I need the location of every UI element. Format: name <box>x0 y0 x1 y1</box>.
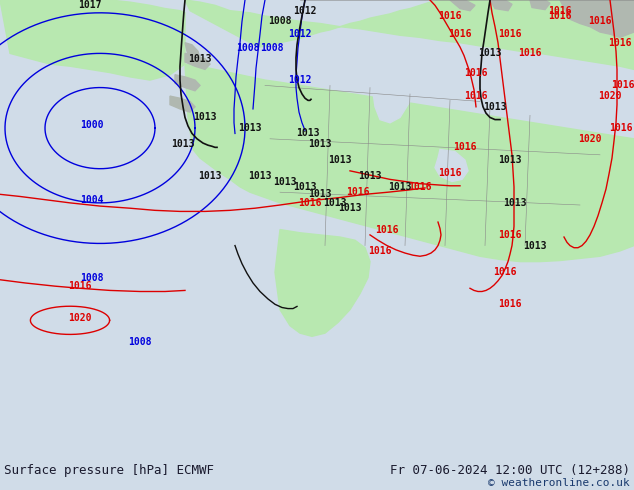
Text: 1013: 1013 <box>503 198 527 208</box>
Text: 1012: 1012 <box>288 75 312 85</box>
Polygon shape <box>372 43 420 123</box>
Text: 1016: 1016 <box>464 68 488 77</box>
Text: © weatheronline.co.uk: © weatheronline.co.uk <box>488 478 630 488</box>
Text: 1016: 1016 <box>375 224 399 235</box>
Text: 1016: 1016 <box>548 11 572 21</box>
Text: 1013: 1013 <box>323 198 347 208</box>
Text: 1013: 1013 <box>193 112 217 122</box>
Text: 1012: 1012 <box>288 29 312 39</box>
Text: 1013: 1013 <box>198 171 222 181</box>
Polygon shape <box>185 53 210 70</box>
Text: 1016: 1016 <box>493 267 517 277</box>
Text: 1013: 1013 <box>296 128 320 139</box>
Text: 1016: 1016 <box>548 6 572 16</box>
Text: 1013: 1013 <box>388 182 411 192</box>
Text: 1013: 1013 <box>339 203 362 213</box>
Text: 1020: 1020 <box>68 313 92 323</box>
Text: 1000: 1000 <box>81 120 104 130</box>
Text: 1017: 1017 <box>78 0 101 10</box>
Text: 1016: 1016 <box>346 187 370 197</box>
Text: 1012: 1012 <box>294 6 317 16</box>
Text: 1016: 1016 <box>611 80 634 91</box>
Text: 1016: 1016 <box>498 299 522 309</box>
Text: 1008: 1008 <box>260 43 284 53</box>
Polygon shape <box>170 96 195 112</box>
Text: 1013: 1013 <box>294 182 317 192</box>
Text: 1013: 1013 <box>273 176 297 187</box>
Text: 1008: 1008 <box>81 272 104 283</box>
Text: 1016: 1016 <box>609 123 633 133</box>
Text: Surface pressure [hPa] ECMWF: Surface pressure [hPa] ECMWF <box>4 464 214 477</box>
Text: 1013: 1013 <box>328 155 352 165</box>
Text: 1016: 1016 <box>518 49 541 58</box>
Polygon shape <box>435 149 468 181</box>
Text: 1016: 1016 <box>498 230 522 240</box>
Text: 1016: 1016 <box>448 29 472 39</box>
Text: 1016: 1016 <box>438 168 462 178</box>
Text: 1016: 1016 <box>368 246 392 256</box>
Text: 1016: 1016 <box>438 11 462 21</box>
Text: Fr 07-06-2024 12:00 UTC (12+288): Fr 07-06-2024 12:00 UTC (12+288) <box>390 464 630 477</box>
Text: 1013: 1013 <box>308 139 332 149</box>
Text: 1013: 1013 <box>171 139 195 149</box>
Text: 1013: 1013 <box>483 102 507 112</box>
Text: 1016: 1016 <box>408 182 432 192</box>
Text: 1016: 1016 <box>608 38 631 48</box>
Text: 1004: 1004 <box>81 195 104 205</box>
Text: 1013: 1013 <box>188 54 212 64</box>
Polygon shape <box>450 0 475 11</box>
Polygon shape <box>490 0 512 11</box>
Text: 1008: 1008 <box>268 16 292 26</box>
Text: 1008: 1008 <box>236 43 260 53</box>
Text: 1016: 1016 <box>588 16 612 26</box>
Text: 1020: 1020 <box>598 91 622 101</box>
Text: 1013: 1013 <box>478 49 501 58</box>
Polygon shape <box>175 75 200 91</box>
Text: 1013: 1013 <box>238 123 262 133</box>
Polygon shape <box>530 0 550 10</box>
Polygon shape <box>185 0 634 70</box>
Text: 1013: 1013 <box>249 171 272 181</box>
Text: 1013: 1013 <box>358 171 382 181</box>
Text: 1016: 1016 <box>464 91 488 101</box>
Polygon shape <box>0 0 185 80</box>
Text: 1013: 1013 <box>523 241 547 250</box>
Polygon shape <box>275 229 370 336</box>
Polygon shape <box>185 64 634 262</box>
Text: 1016: 1016 <box>498 29 522 39</box>
Polygon shape <box>560 0 634 37</box>
Text: 1020: 1020 <box>578 134 602 144</box>
Text: 1016: 1016 <box>68 281 92 291</box>
Text: 1016: 1016 <box>453 143 477 152</box>
Text: 1013: 1013 <box>308 189 332 199</box>
Text: 1013: 1013 <box>498 155 522 165</box>
Text: 1008: 1008 <box>128 337 152 347</box>
Polygon shape <box>185 43 200 66</box>
Text: 1016: 1016 <box>298 198 321 208</box>
